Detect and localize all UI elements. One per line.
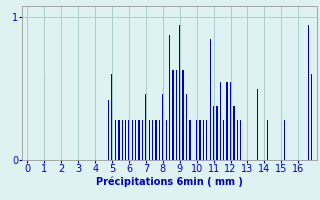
Bar bbox=[189, 120, 191, 160]
Bar bbox=[172, 70, 174, 160]
Bar bbox=[264, 120, 265, 160]
Bar bbox=[213, 106, 214, 160]
Bar bbox=[230, 82, 231, 160]
Bar bbox=[240, 120, 241, 160]
Bar bbox=[162, 94, 164, 160]
Bar bbox=[308, 25, 309, 160]
Bar bbox=[118, 120, 119, 160]
Bar bbox=[148, 120, 150, 160]
Bar bbox=[281, 120, 282, 160]
Bar bbox=[152, 120, 153, 160]
Bar bbox=[176, 70, 177, 160]
Bar bbox=[169, 35, 170, 160]
Bar bbox=[196, 120, 197, 160]
Bar bbox=[220, 82, 221, 160]
Bar bbox=[267, 120, 268, 160]
Bar bbox=[236, 120, 238, 160]
Bar bbox=[145, 94, 147, 160]
Bar bbox=[111, 74, 113, 160]
Bar bbox=[156, 120, 157, 160]
Bar bbox=[206, 120, 207, 160]
Bar bbox=[257, 89, 258, 160]
Bar bbox=[132, 120, 133, 160]
Bar bbox=[122, 120, 123, 160]
Bar bbox=[128, 120, 130, 160]
Bar bbox=[108, 100, 109, 160]
Bar bbox=[142, 120, 143, 160]
Bar bbox=[227, 82, 228, 160]
Bar bbox=[223, 120, 224, 160]
Bar bbox=[165, 120, 167, 160]
Bar bbox=[210, 39, 211, 160]
Bar bbox=[199, 120, 201, 160]
X-axis label: Précipitations 6min ( mm ): Précipitations 6min ( mm ) bbox=[96, 177, 243, 187]
Bar bbox=[139, 120, 140, 160]
Bar bbox=[233, 106, 235, 160]
Bar bbox=[284, 120, 285, 160]
Bar bbox=[135, 120, 136, 160]
Bar bbox=[159, 120, 160, 160]
Bar bbox=[44, 77, 45, 160]
Bar bbox=[115, 120, 116, 160]
Bar bbox=[216, 106, 218, 160]
Bar bbox=[186, 94, 187, 160]
Bar bbox=[179, 25, 180, 160]
Bar bbox=[311, 74, 312, 160]
Bar bbox=[203, 120, 204, 160]
Bar bbox=[182, 70, 184, 160]
Bar bbox=[125, 120, 126, 160]
